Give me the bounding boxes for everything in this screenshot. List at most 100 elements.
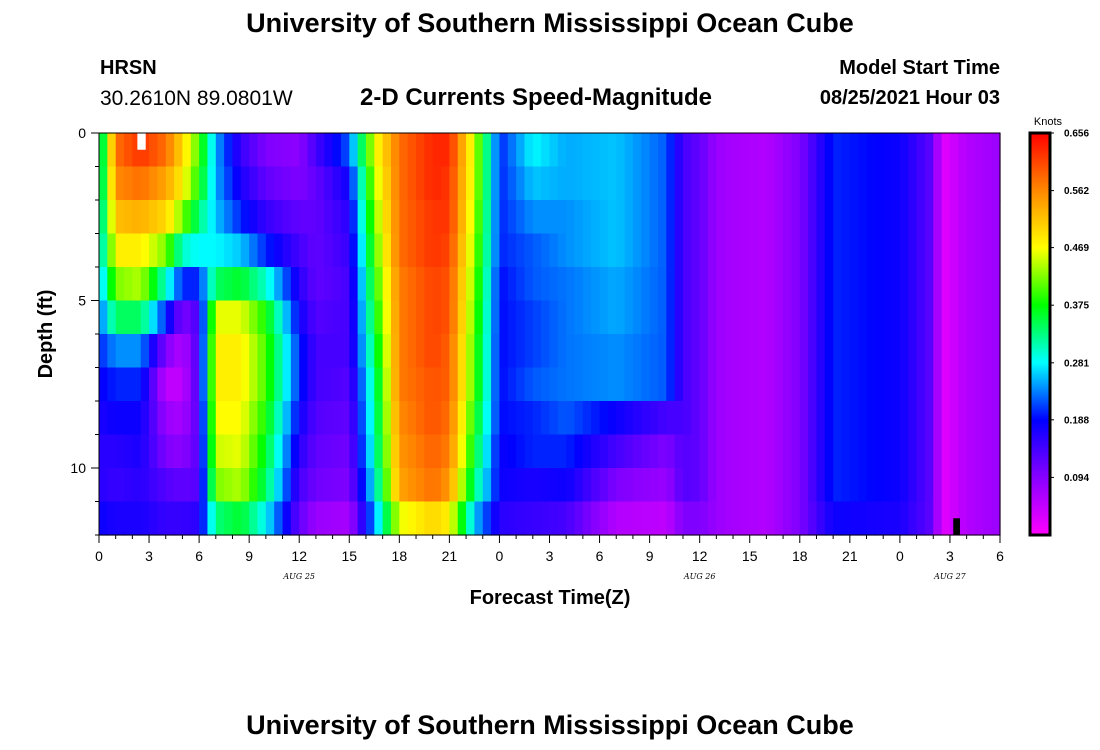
heatmap-cell	[607, 267, 617, 302]
heatmap-cell	[349, 166, 359, 201]
heatmap-cell	[549, 367, 559, 402]
heatmap-cell	[474, 501, 484, 536]
heatmap-cell	[149, 200, 158, 235]
heatmap-cell	[516, 501, 526, 536]
heatmap-cell	[766, 434, 776, 469]
heatmap-cell	[749, 468, 759, 503]
heatmap-cell	[624, 166, 634, 201]
heatmap-cell	[257, 501, 267, 536]
heatmap-cell	[682, 434, 692, 469]
heatmap-cell	[115, 267, 125, 302]
heatmap-cell	[332, 334, 342, 369]
y-tick-label: 0	[78, 125, 86, 141]
heatmap-cell	[407, 334, 417, 369]
heatmap-cell	[365, 468, 375, 503]
heatmap-cell	[783, 501, 793, 536]
heatmap-cell	[340, 300, 350, 335]
heatmap-cell	[299, 300, 309, 335]
heatmap-cell	[107, 501, 117, 536]
heatmap-cell	[883, 501, 893, 536]
heatmap-cell	[324, 501, 334, 536]
heatmap-cell	[416, 401, 425, 436]
heatmap-cell	[124, 468, 133, 503]
heatmap-cell	[724, 133, 734, 168]
heatmap-cell	[232, 300, 242, 335]
heatmap-cell	[566, 200, 576, 235]
heatmap-cell	[249, 267, 259, 302]
heatmap-cell	[541, 200, 551, 235]
heatmap-cell	[549, 501, 559, 536]
heatmap-cell	[624, 334, 634, 369]
heatmap-cell	[716, 334, 726, 369]
heatmap-cell	[524, 267, 534, 302]
heatmap-cell	[507, 200, 517, 235]
heatmap-cell	[991, 200, 1001, 235]
heatmap-cell	[199, 367, 209, 402]
heatmap-cell	[190, 233, 200, 268]
heatmap-cell	[165, 166, 175, 201]
heatmap-cell	[532, 501, 542, 536]
heatmap-cell	[641, 401, 651, 436]
heatmap-cell	[933, 300, 943, 335]
heatmap-cell	[816, 367, 826, 402]
heatmap-cell	[432, 367, 442, 402]
heatmap-cell	[441, 133, 450, 168]
heatmap-cell	[149, 468, 158, 503]
heatmap-cell	[174, 334, 184, 369]
heatmap-cell	[541, 468, 551, 503]
heatmap-cell	[833, 200, 843, 235]
heatmap-cell	[466, 267, 476, 302]
heatmap-cell	[733, 334, 742, 369]
heatmap-cell	[224, 434, 234, 469]
heatmap-cell	[324, 233, 334, 268]
heatmap-cell	[674, 367, 684, 402]
station-coordinates: 30.2610N 89.0801W	[100, 87, 293, 110]
heatmap-cell	[532, 300, 542, 335]
heatmap-cell	[99, 133, 108, 168]
heatmap-cell	[758, 133, 767, 168]
heatmap-cell	[674, 501, 684, 536]
heatmap-cell	[666, 267, 676, 302]
heatmap-cell	[382, 367, 392, 402]
heatmap-cell	[182, 401, 192, 436]
heatmap-cell	[733, 233, 742, 268]
heatmap-cell	[766, 501, 776, 536]
heatmap-cell	[607, 367, 617, 402]
heatmap-cell	[708, 133, 717, 168]
heatmap-cell	[974, 401, 984, 436]
heatmap-cell	[332, 401, 342, 436]
heatmap-cell	[991, 401, 1001, 436]
heatmap-cell	[340, 434, 350, 469]
heatmap-cell	[933, 267, 943, 302]
missing-data-cell	[137, 133, 146, 150]
heatmap-cell	[232, 233, 242, 268]
heatmap-cell	[841, 334, 851, 369]
heatmap-cell	[215, 133, 225, 168]
heatmap-cell	[624, 233, 634, 268]
heatmap-cell	[407, 367, 417, 402]
heatmap-cell	[307, 233, 317, 268]
heatmap-cell	[899, 166, 909, 201]
heatmap-cell	[924, 233, 934, 268]
heatmap-cell	[716, 233, 726, 268]
heatmap-cell	[557, 267, 567, 302]
heatmap-cell	[407, 401, 417, 436]
heatmap-cell	[749, 434, 759, 469]
heatmap-cell	[791, 334, 801, 369]
heatmap-cell	[457, 367, 467, 402]
heatmap-cell	[591, 133, 601, 168]
heatmap-cell	[132, 133, 142, 168]
heatmap-cell	[357, 468, 367, 503]
heatmap-cell	[249, 133, 259, 168]
heatmap-cell	[365, 434, 375, 469]
heatmap-cell	[182, 133, 192, 168]
heatmap-cell	[766, 468, 776, 503]
heatmap-cell	[574, 401, 584, 436]
heatmap-cell	[733, 200, 742, 235]
heatmap-cell	[983, 501, 993, 536]
heatmap-cell	[157, 367, 167, 402]
heatmap-cell	[974, 434, 984, 469]
heatmap-cell	[249, 501, 259, 536]
heatmap-cell	[299, 468, 309, 503]
heatmap-cell	[199, 334, 209, 369]
